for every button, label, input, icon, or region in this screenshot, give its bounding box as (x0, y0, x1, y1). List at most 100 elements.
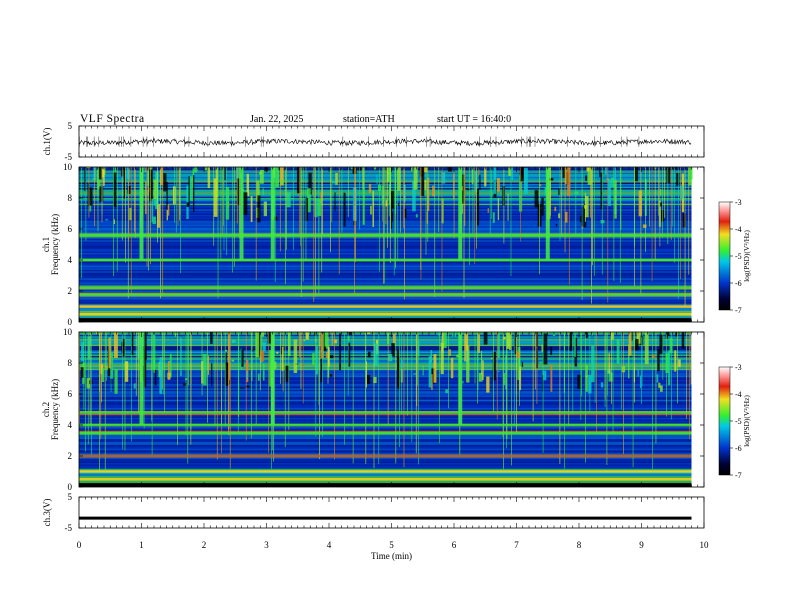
spectrogram-row (79, 182, 692, 184)
band-mark (79, 313, 692, 316)
spectrogram-row (79, 276, 692, 279)
spectrogram-row (79, 378, 692, 380)
spectrogram-row (79, 360, 692, 362)
spectrogram-row (79, 224, 692, 227)
spectrogram-row (79, 374, 692, 376)
y-tick-label: 10 (63, 162, 73, 172)
spectrogram-cell (263, 201, 267, 217)
spectrogram-cell (565, 211, 568, 223)
spectrogram-row (79, 240, 692, 242)
spectrogram-row (79, 361, 692, 363)
spectrogram-row (79, 198, 692, 200)
colorbar-tick-label: -3 (735, 198, 742, 207)
spectrogram-cell (257, 373, 260, 381)
spike-mark (270, 332, 275, 425)
spectrogram-cell (143, 167, 145, 173)
spectrogram-cell (80, 367, 84, 378)
spectrogram-cell (675, 332, 678, 337)
spectrogram-row (79, 461, 692, 464)
spectrogram-cell (160, 167, 163, 186)
spectrogram-cell (373, 376, 377, 384)
y-tick-label: 8 (68, 193, 73, 203)
spectrogram-cell (87, 183, 89, 207)
spectrogram-row (79, 401, 692, 403)
spectrogram-row (79, 415, 692, 417)
spectrogram-cell (262, 342, 266, 352)
spectrogram-cell (211, 363, 213, 386)
colorbar-tick-label: -7 (735, 306, 742, 315)
spectrogram-cell (397, 356, 400, 389)
spectrogram-cell (412, 180, 416, 212)
spectrogram-row (79, 439, 692, 441)
spectrogram-cell (542, 370, 547, 381)
spectrogram-cell (329, 355, 334, 359)
spectrogram-row (79, 458, 692, 461)
spectrogram-row (79, 367, 692, 369)
spectrogram-cell (507, 193, 509, 221)
spectrogram-row (79, 382, 692, 385)
spectrogram-row (79, 190, 692, 193)
spectrogram-row (79, 244, 692, 246)
spectrogram-cell (376, 174, 378, 184)
spectrogram-row (79, 346, 692, 348)
spectrogram-cell (651, 354, 655, 359)
spectrogram-cell (317, 198, 322, 217)
spectrogram-cell (441, 172, 446, 184)
spectrogram-cell (260, 332, 263, 363)
spectrogram-cell (144, 332, 147, 361)
spectrogram-cell (180, 337, 182, 377)
spectrogram-cell (315, 345, 319, 375)
spectrogram-row (79, 398, 692, 400)
spectrogram-cell (194, 167, 197, 173)
spectrogram-cell (586, 167, 590, 172)
spectrogram-row (79, 207, 692, 210)
spectrogram-cell (599, 167, 601, 177)
spectrogram-row (79, 408, 692, 410)
spectrogram-cell (154, 369, 157, 386)
spectrogram-row (79, 255, 692, 258)
spectrogram-cell (89, 200, 92, 212)
spectrogram-cell (273, 361, 277, 370)
spectrogram-cell (202, 353, 207, 386)
spectrogram-row (79, 212, 692, 214)
spectrogram-cell (681, 332, 685, 349)
spectrogram-cell (89, 380, 93, 385)
spectrogram-cell (550, 364, 553, 392)
colorbar (718, 201, 731, 311)
spectrogram-cell (484, 167, 487, 187)
spectrogram-cell (145, 181, 147, 215)
spectrogram-cell (492, 351, 496, 381)
spectrogram-row (79, 336, 692, 338)
spectrogram-cell (293, 339, 298, 374)
chart-title: VLF Spectra (80, 113, 145, 125)
spectrogram-row (79, 443, 692, 445)
spectrogram-row (79, 183, 692, 186)
spectrogram-cell (503, 336, 506, 340)
spike-mark (458, 167, 463, 260)
spectrogram-cell (110, 352, 114, 379)
spectrogram-cell (325, 351, 328, 359)
date-label: Jan. 22, 2025 (250, 114, 304, 125)
spectrogram-row (79, 247, 692, 249)
spectrogram-row (79, 460, 692, 462)
spectrogram-row (79, 171, 692, 173)
spectrogram-cell (431, 368, 436, 384)
spectrogram-row (79, 227, 692, 229)
spectrogram-cell (133, 383, 136, 389)
spectrogram-row (79, 355, 692, 358)
spectrogram-cell (264, 167, 268, 172)
band-mark (79, 286, 692, 290)
spectrogram-cell (298, 332, 301, 358)
colorbar-tick-label: -7 (735, 471, 742, 480)
colorbar-tick-label: -5 (735, 252, 742, 261)
spectrogram-cell (447, 167, 452, 172)
spectrogram-cell (145, 167, 147, 172)
spectrogram-cell (280, 180, 284, 184)
spectrogram-cell (365, 361, 368, 388)
spectrogram-cell (245, 385, 250, 388)
spike-mark (139, 332, 144, 425)
spectrogram-cell (210, 332, 213, 344)
y-axis-label: ch.3(V) (42, 499, 52, 527)
spectrogram-cell (587, 167, 592, 185)
colorbar-tick-label: -5 (735, 417, 742, 426)
